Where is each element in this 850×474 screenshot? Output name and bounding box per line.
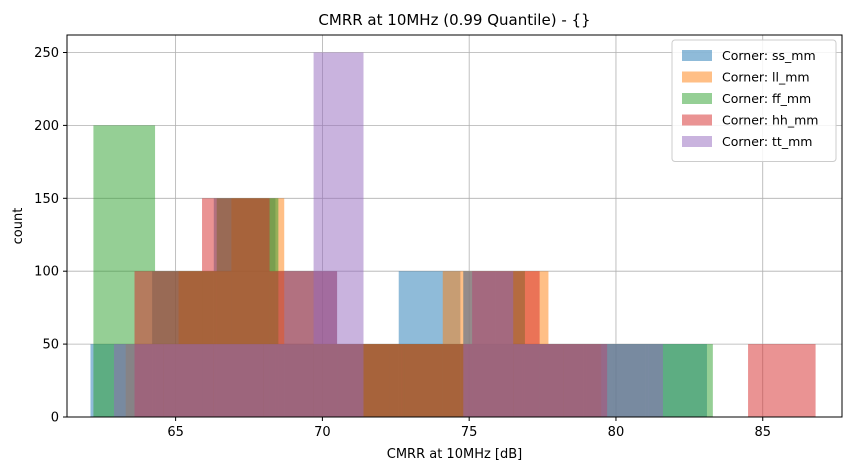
- legend: Corner: ss_mm Corner: ll_mm Corner: ff_mm C…: [671, 39, 837, 162]
- legend-swatch: [682, 71, 712, 83]
- histogram-bar: [213, 344, 264, 417]
- y-tick-label: 250: [34, 46, 59, 61]
- histogram-bar: [313, 52, 364, 417]
- plot-frame: [66, 34, 843, 418]
- x-tick-label: 70: [314, 425, 331, 440]
- legend-label: Corner: tt_mm: [722, 134, 812, 149]
- histogram-bar: [463, 271, 514, 417]
- x-tick-label: 80: [608, 425, 625, 440]
- histogram-bar: [404, 344, 473, 417]
- x-axis-label: CMRR at 10MHz [dB]: [387, 447, 523, 462]
- histogram-bar: [613, 344, 663, 417]
- y-tick-label: 200: [34, 119, 59, 134]
- y-tick-label: 0: [51, 411, 59, 426]
- legend-swatch: [682, 136, 712, 147]
- legend-swatch: [682, 50, 712, 61]
- histogram-bar: [263, 344, 314, 417]
- legend-swatch: [682, 93, 712, 104]
- x-tick-label: 65: [167, 425, 184, 440]
- x-tick-label: 85: [754, 425, 771, 440]
- y-tick-label: 100: [34, 265, 59, 280]
- histogram-bar: [748, 344, 816, 417]
- y-tick-label: 150: [34, 192, 59, 207]
- x-tick-label: 75: [461, 425, 478, 440]
- legend-label: Corner: ll_mm: [722, 70, 810, 85]
- legend-label: Corner: ss_mm: [722, 48, 816, 63]
- bars-group: [90, 52, 816, 418]
- legend-label: Corner: ff_mm: [722, 91, 811, 106]
- chart-title: CMRR at 10MHz (0.99 Quantile) - {}: [318, 11, 590, 29]
- series-5-bars: [113, 52, 663, 417]
- histogram-bar: [513, 344, 564, 417]
- y-axis-label: count: [11, 208, 26, 245]
- legend-label: Corner: hh_mm: [722, 113, 818, 128]
- y-tick-label: 50: [42, 338, 59, 353]
- legend-swatch: [682, 114, 712, 126]
- histogram-bar: [563, 344, 614, 417]
- histogram-bar: [163, 344, 214, 417]
- legend-box: [671, 39, 837, 162]
- histogram-bar: [113, 344, 164, 417]
